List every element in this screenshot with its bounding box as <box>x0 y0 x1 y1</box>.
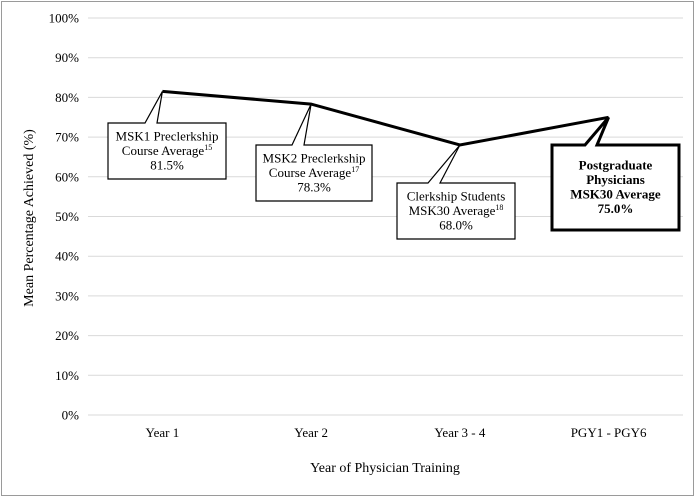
x-tick-label: Year 1 <box>146 425 180 440</box>
y-axis-title: Mean Percentage Achieved (%) <box>22 129 37 307</box>
callout-label: Physicians <box>586 172 645 187</box>
citation-superscript: 15 <box>204 143 212 152</box>
x-tick-label: PGY1 - PGY6 <box>571 425 647 440</box>
x-tick-label: Year 2 <box>294 425 328 440</box>
callout-value: 75.0% <box>598 201 634 216</box>
callout-box <box>255 103 373 202</box>
citation-superscript: 18 <box>495 203 503 212</box>
x-axis-title: Year of Physician Training <box>310 461 460 476</box>
y-tick-label: 90% <box>55 50 79 65</box>
callout-label: MSK2 Preclerkship <box>263 150 366 165</box>
callout-box <box>396 144 516 240</box>
y-tick-label: 100% <box>49 11 80 26</box>
y-tick-label: 40% <box>55 249 79 264</box>
callout-value: 68.0% <box>439 217 473 232</box>
callout-label: Clerkship Students <box>407 188 506 203</box>
x-tick-label: Year 3 - 4 <box>434 425 486 440</box>
y-tick-label: 10% <box>55 368 79 383</box>
callout-box <box>550 116 681 232</box>
callout-label: MSK30 Average <box>570 187 661 202</box>
y-tick-label: 50% <box>55 209 79 224</box>
x-axis-ticks: Year 1 Year 2 Year 3 - 4 PGY1 - PGY6 <box>146 425 648 440</box>
citation-superscript: 17 <box>351 165 359 174</box>
series-line <box>162 89 609 147</box>
callout-box <box>107 91 227 180</box>
y-tick-label: 20% <box>55 328 79 343</box>
callout-label: Postgraduate <box>579 158 653 173</box>
callout-label: Course Average15 <box>122 143 212 158</box>
callout-value: 81.5% <box>150 157 184 172</box>
y-tick-label: 60% <box>55 169 79 184</box>
callout-label: MSK30 Average18 <box>409 203 504 218</box>
callout-label: Course Average17 <box>269 165 359 180</box>
y-axis-ticks: 0% 10% 20% 30% 40% 50% 60% 70% 80% 90% 100% <box>49 11 80 423</box>
y-tick-label: 70% <box>55 130 79 145</box>
y-tick-label: 80% <box>55 90 79 105</box>
y-tick-label: 30% <box>55 288 79 303</box>
y-tick-label: 0% <box>62 408 80 423</box>
callout-label: MSK1 Preclerkship <box>116 128 219 143</box>
callout-value: 78.3% <box>297 179 331 194</box>
